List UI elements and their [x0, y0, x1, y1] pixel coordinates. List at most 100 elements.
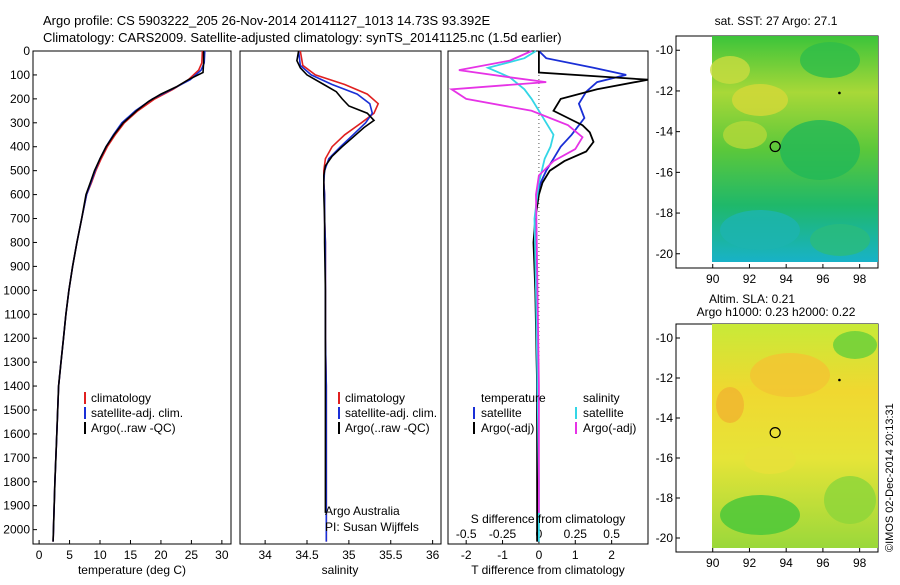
legend-label-s-argo: Argo(-adj) [583, 421, 636, 435]
x-tick-label: -2 [461, 548, 472, 562]
series-line [448, 50, 584, 513]
legend-label-t-satellite: satellite [481, 406, 522, 420]
sst-patch [710, 56, 750, 84]
depth-tick-label: 1900 [3, 499, 30, 513]
difference-panel-frame [447, 50, 649, 545]
map-y-tick-label: -12 [656, 371, 674, 385]
depth-tick-label: 2000 [3, 523, 30, 537]
sst-patch [720, 210, 800, 250]
sla-patch [824, 476, 876, 524]
sst-patch [780, 120, 860, 180]
depth-tick-label: 200 [10, 92, 30, 106]
legend-label-argo: Argo(..raw -QC) [345, 421, 430, 435]
depth-tick-label: 1800 [3, 475, 30, 489]
sst-map-markers [769, 91, 841, 153]
map-y-tick-label: -10 [656, 43, 674, 57]
sst-patch [732, 84, 788, 116]
x-tick-label: 5 [66, 548, 73, 562]
depth-tick-label: 1500 [3, 403, 30, 417]
x-tick-label: -1 [497, 548, 508, 562]
sla-patch [833, 331, 877, 359]
salinity-chart: 34 34.5 35 35.5 36 [258, 50, 440, 562]
legend-label-climatology: climatology [345, 391, 405, 405]
series-line [299, 50, 380, 542]
header-line1: Argo profile: CS 5903222_205 26-Nov-2014… [43, 13, 490, 28]
argo-position-marker [769, 427, 781, 439]
series-line [52, 50, 206, 542]
map-x-tick-label: 98 [853, 272, 867, 286]
sla-field-patches [716, 331, 877, 535]
map-x-tick-label: 94 [780, 556, 794, 570]
series-line [485, 50, 555, 542]
header-line2: Climatology: CARS2009. Satellite-adjuste… [43, 30, 562, 45]
depth-tick-label: 400 [10, 140, 30, 154]
legend-title-temperature: temperature [481, 391, 546, 405]
legend-label-satellite: satellite-adj. clim. [91, 406, 183, 420]
map-y-tick-label: -18 [656, 206, 674, 220]
t-difference-axis-label: T difference from climatology [471, 563, 625, 577]
x-tick-label: 34.5 [295, 548, 319, 562]
sst-map: 90 92 94 96 98 -10 -12 -14 -16 -18 -20 [656, 35, 879, 286]
sst-patch [800, 42, 860, 78]
series-line [297, 50, 374, 542]
map-x-tick-label: 96 [816, 556, 830, 570]
map-y-tick-label: -18 [656, 491, 674, 505]
s-tick-label: -0.5 [456, 527, 477, 541]
salinity-axis-label: salinity [322, 563, 359, 577]
temperature-axis-label: temperature (deg C) [78, 563, 186, 577]
credit-label: ©IMOS 02-Dec-2014 20:13:31 [884, 403, 896, 552]
map-x-tick-label: 94 [780, 272, 794, 286]
x-tick-label: 0 [36, 548, 43, 562]
temperature-chart: 0100200300400500600700800900100011001200… [3, 44, 229, 562]
depth-tick-label: 1100 [4, 307, 30, 321]
argo-australia-label: Argo Australia [325, 504, 400, 518]
x-tick-label: 1 [572, 548, 579, 562]
difference-legend: temperature salinity satellite Argo(-adj… [473, 391, 636, 435]
depth-tick-label: 500 [10, 164, 30, 178]
map-y-tick-label: -14 [656, 411, 674, 425]
map-x-tick-label: 96 [816, 272, 830, 286]
pi-label: PI: Susan Wijffels [325, 520, 419, 534]
depth-tick-label: 800 [10, 235, 30, 249]
series-line [52, 51, 205, 542]
salinity-legend: climatology satellite-adj. clim. Argo(..… [338, 391, 437, 435]
sla-map-markers [769, 378, 841, 439]
series-line [52, 50, 204, 542]
depth-tick-label: 1000 [3, 283, 30, 297]
map-x-tick-label: 90 [706, 272, 720, 286]
map-y-tick-label: -14 [656, 125, 674, 139]
point-marker [838, 378, 841, 382]
difference-chart: -2 -1 0 1 2-0.5 -0.25 0 0.25 0.5 [448, 50, 649, 562]
x-tick-label: 0 [536, 548, 543, 562]
series-line [296, 50, 376, 513]
depth-tick-label: 300 [10, 116, 30, 130]
salinity-panel-frame [239, 50, 442, 545]
legend-title-salinity: salinity [583, 391, 620, 405]
map-y-tick-label: -20 [656, 247, 674, 261]
map-y-tick-label: -16 [656, 451, 674, 465]
legend-label-climatology: climatology [91, 391, 151, 405]
sst-patch [723, 121, 767, 149]
depth-tick-label: 1200 [3, 331, 30, 345]
s-tick-label: 0.25 [564, 527, 588, 541]
sla-map-title: Altim. SLA: 0.21 [709, 292, 795, 306]
x-tick-label: 25 [185, 548, 199, 562]
legend-label-t-argo: Argo(-adj) [481, 421, 534, 435]
sla-patch [744, 446, 796, 474]
x-tick-label: 20 [154, 548, 168, 562]
x-tick-label: 15 [124, 548, 138, 562]
depth-tick-label: 0 [23, 44, 30, 58]
sst-field-patches [710, 42, 870, 256]
depth-tick-label: 1400 [3, 379, 30, 393]
sst-map-title: sat. SST: 27 Argo: 27.1 [715, 14, 838, 28]
map-y-tick-label: -10 [656, 331, 674, 345]
map-y-tick-label: -16 [656, 165, 674, 179]
depth-tick-label: 900 [10, 259, 30, 273]
s-tick-label: -0.25 [489, 527, 517, 541]
depth-tick-label: 1700 [3, 451, 30, 465]
map-y-tick-label: -12 [656, 84, 674, 98]
sla-map-subtitle: Argo h1000: 0.23 h2000: 0.22 [697, 305, 856, 319]
map-y-tick-label: -20 [656, 531, 674, 545]
depth-tick-label: 700 [10, 212, 30, 226]
x-tick-label: 10 [93, 548, 107, 562]
